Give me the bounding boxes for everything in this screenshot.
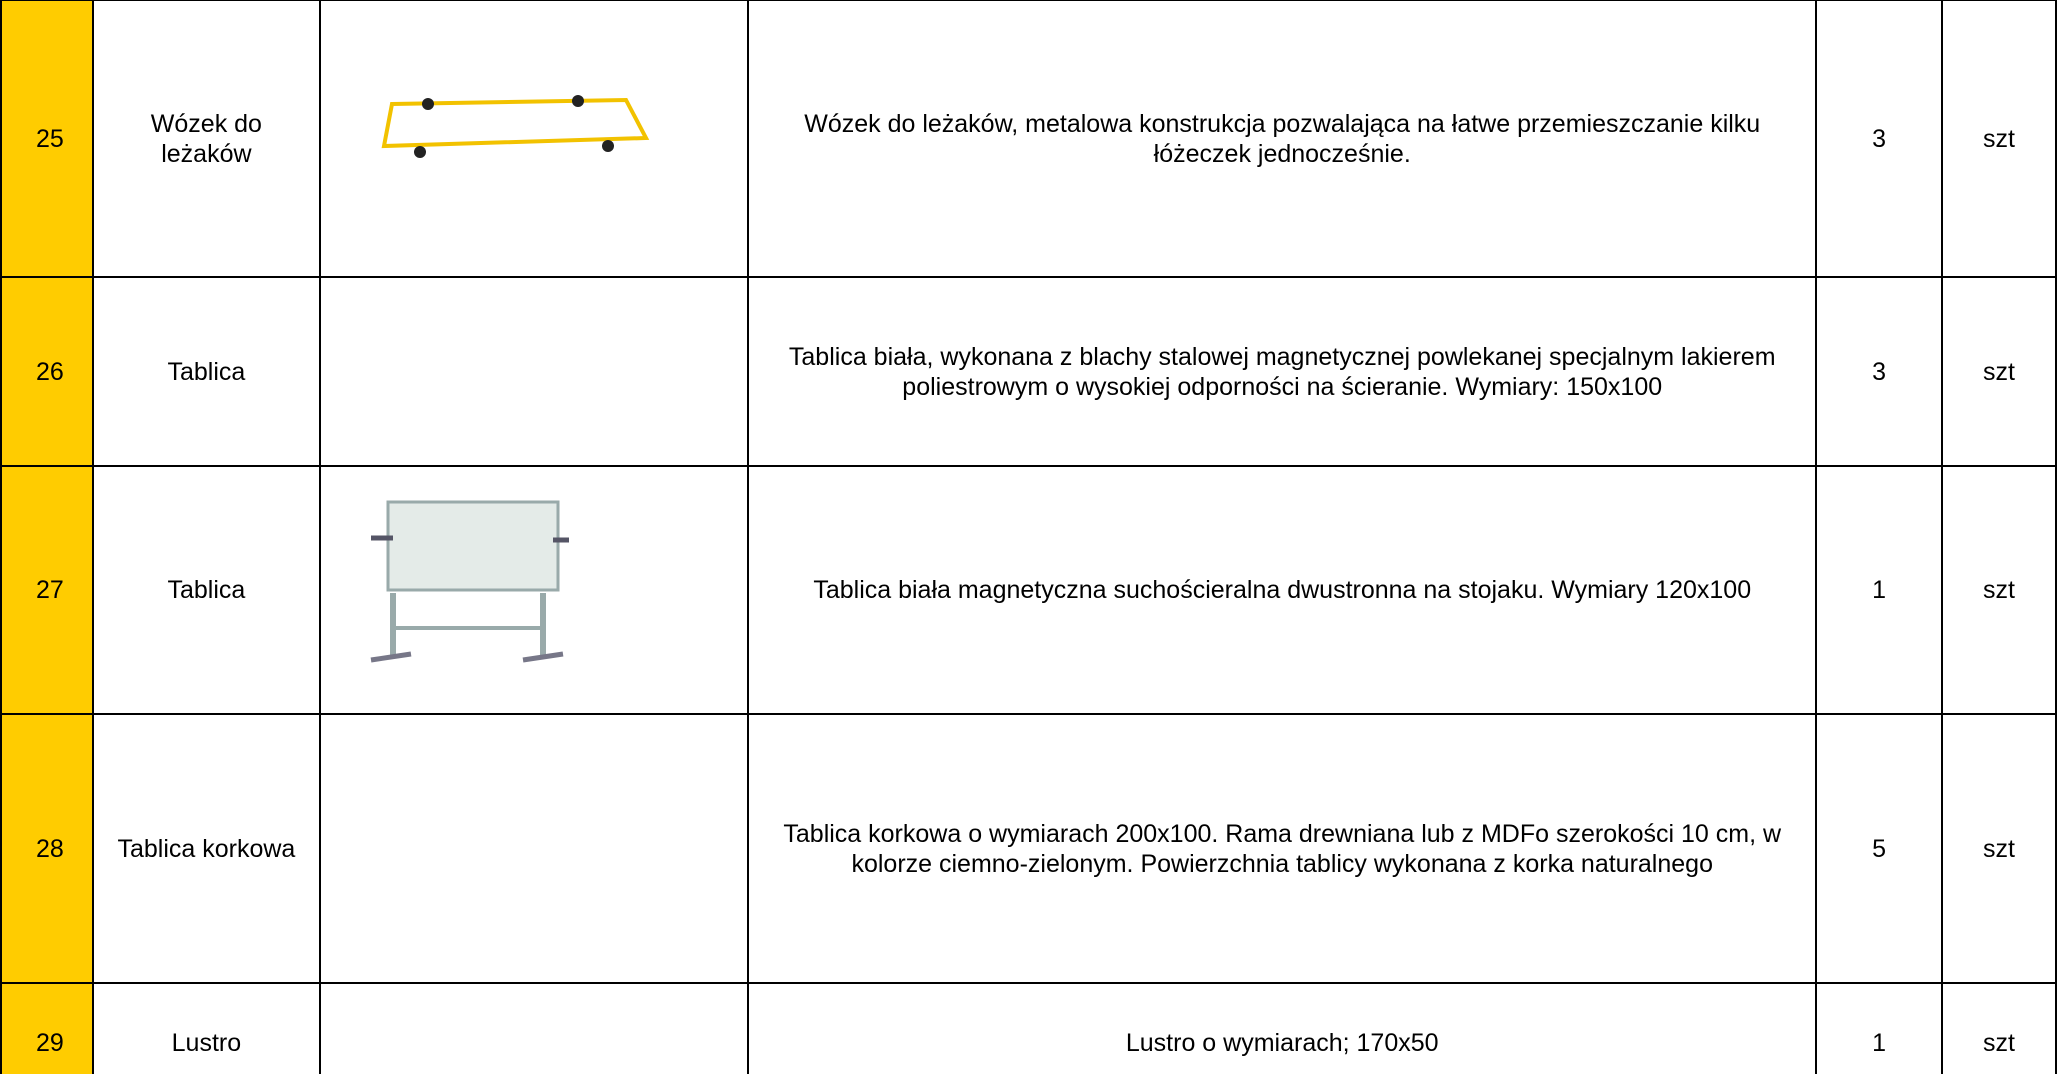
table-row: 28 Tablica korkowa Tablica korkowa o wymia… xyxy=(0,713,2057,984)
item-quantity: 3 xyxy=(1815,276,1944,467)
table-row: 27 Tablica Tablica biała magnetyczna sucho… xyxy=(0,465,2057,715)
item-description: Wózek do leżaków, metalowa konstrukcja p… xyxy=(747,0,1818,278)
whiteboard-image xyxy=(370,500,569,663)
item-number: 29 xyxy=(0,982,94,1074)
item-quantity: 5 xyxy=(1815,713,1944,984)
item-image-cell xyxy=(318,276,750,467)
item-image-cell xyxy=(318,0,750,278)
table-row: 29 Lustro Lustro o wymiarach; 170x50 1 szt xyxy=(0,982,2057,1074)
item-description: Lustro o wymiarach; 170x50 xyxy=(747,982,1818,1074)
item-name: Tablica xyxy=(91,465,321,715)
item-number: 27 xyxy=(0,465,94,715)
item-name: Wózek do leżaków xyxy=(91,0,321,278)
cart-image xyxy=(381,95,650,158)
item-description: Tablica biała magnetyczna suchościeralna… xyxy=(747,465,1818,715)
table-row: 25 Wózek do leżaków Wózek do leżaków, meta… xyxy=(0,0,2057,278)
item-description: Tablica biała, wykonana z blachy stalowe… xyxy=(747,276,1818,467)
table-row: 26 Tablica Tablica biała, wykonana z blach… xyxy=(0,276,2057,467)
item-number: 26 xyxy=(0,276,94,467)
item-quantity: 3 xyxy=(1815,0,1944,278)
item-name: Lustro xyxy=(91,982,321,1074)
item-quantity: 1 xyxy=(1815,465,1944,715)
item-image-cell xyxy=(318,713,750,984)
item-number: 28 xyxy=(0,713,94,984)
item-unit: szt xyxy=(1941,0,2057,278)
item-quantity: 1 xyxy=(1815,982,1944,1074)
item-name: Tablica korkowa xyxy=(91,713,321,984)
item-name: Tablica xyxy=(91,276,321,467)
item-unit: szt xyxy=(1941,276,2057,467)
item-unit: szt xyxy=(1941,713,2057,984)
item-unit: szt xyxy=(1941,982,2057,1074)
item-number: 25 xyxy=(0,0,94,278)
item-description: Tablica korkowa o wymiarach 200x100. Ram… xyxy=(747,713,1818,984)
item-image-cell xyxy=(318,982,750,1074)
item-unit: szt xyxy=(1941,465,2057,715)
